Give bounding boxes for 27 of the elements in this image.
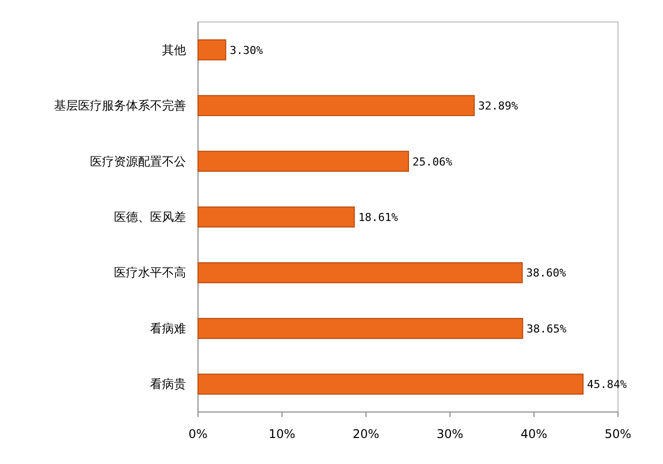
y-tick-label: 医疗水平不高 bbox=[114, 266, 186, 280]
bar bbox=[198, 374, 584, 395]
data-label: 38.60% bbox=[526, 266, 566, 280]
data-label: 32.89% bbox=[478, 100, 518, 113]
y-tick-label: 医疗资源配置不公 bbox=[90, 154, 186, 168]
y-tick-label: 看病贵 bbox=[150, 377, 186, 392]
bar bbox=[198, 39, 226, 60]
y-tick-label: 看病难 bbox=[150, 321, 186, 336]
bar bbox=[198, 206, 355, 228]
data-label: 18.61% bbox=[358, 211, 398, 224]
x-tick-label: 40% bbox=[520, 427, 548, 441]
x-tick-label: 30% bbox=[436, 427, 464, 441]
data-label: 25.06% bbox=[412, 155, 453, 168]
x-tick-label: 20% bbox=[352, 427, 380, 441]
y-tick-label: 其他 bbox=[162, 42, 186, 57]
bar bbox=[198, 150, 410, 172]
bar bbox=[198, 262, 523, 284]
bar bbox=[198, 318, 524, 339]
y-tick-label: 医德、医风差 bbox=[114, 210, 186, 224]
bar bbox=[198, 95, 475, 116]
y-tick-label: 基层医疗服务体系不完善 bbox=[54, 98, 186, 113]
x-tick-label: 0% bbox=[188, 427, 208, 441]
data-label: 45.84% bbox=[587, 378, 628, 392]
data-label: 3.30% bbox=[230, 44, 264, 57]
data-label: 38.65% bbox=[526, 322, 567, 336]
x-tick-label: 50% bbox=[604, 427, 632, 441]
x-tick-label: 10% bbox=[268, 427, 296, 441]
